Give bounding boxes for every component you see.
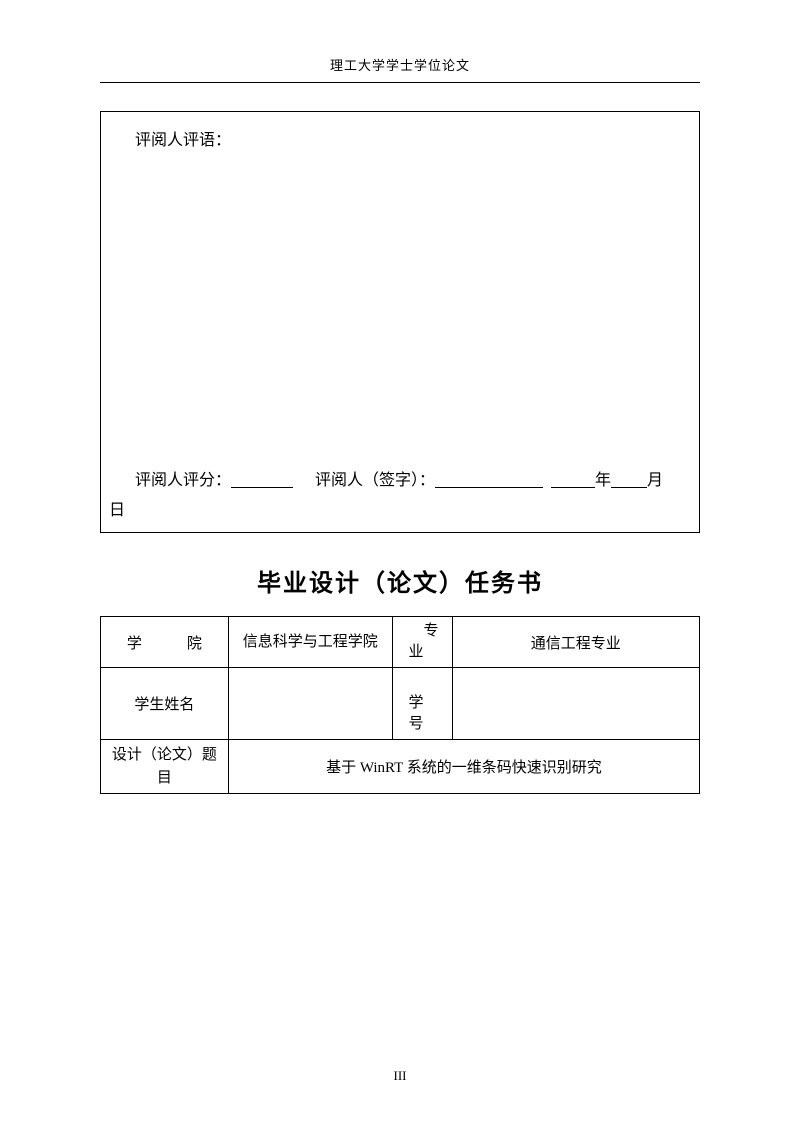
student-name-label: 学生姓名 [134,697,194,713]
sign-blank [435,487,543,488]
year-label: 年 [595,472,611,489]
major-label: 专业 [399,621,446,663]
table-row-college: 学 院 信息科学与工程学院 专业 通信工程专业 [101,617,700,668]
year-blank [551,487,595,488]
topic-label-cell: 设计（论文）题目 [101,740,229,794]
reviewer-footer: 评阅人评分： 评阅人（签字）： 年 月 日 [101,466,699,520]
header-divider [100,82,700,83]
college-value-cell: 信息科学与工程学院 [228,617,392,668]
reviewer-comments-box: 评阅人评语： 评阅人评分： 评阅人（签字）： 年 月 日 [100,111,700,533]
sign-label: 评阅人（签字）： [315,472,435,489]
page-number: III [0,1068,800,1084]
student-name-label-cell: 学生姓名 [101,668,229,740]
student-id-label: 学号 [399,672,446,735]
task-book-title: 毕业设计（论文）任务书 [100,563,700,598]
college-label-cell: 学 院 [101,617,229,668]
reviewer-comments-label: 评阅人评语： [101,122,699,150]
student-name-value-cell [228,668,392,740]
page-header-text: 理工大学学士学位论文 [100,55,700,82]
college-value: 信息科学与工程学院 [243,634,378,650]
day-label: 日 [101,496,699,520]
topic-value: 基于 WinRT 系统的一维条码快速识别研究 [326,760,602,776]
major-value-cell: 通信工程专业 [452,617,700,668]
table-row-student: 学生姓名 学号 [101,668,700,740]
month-label: 月 [647,472,663,489]
topic-label: 设计（论文）题目 [112,747,217,786]
college-label: 学 院 [127,636,202,652]
month-blank [611,487,647,488]
score-blank [231,487,293,488]
reviewer-signature-line: 评阅人评分： 评阅人（签字）： 年 月 [101,466,699,490]
table-row-topic: 设计（论文）题目 基于 WinRT 系统的一维条码快速识别研究 [101,740,700,794]
student-id-label-cell: 学号 [392,668,452,740]
info-table: 学 院 信息科学与工程学院 专业 通信工程专业 学生姓名 学号 设计（论文）题目 [100,616,700,794]
major-label-cell: 专业 [392,617,452,668]
score-label: 评阅人评分： [135,472,231,489]
student-id-value-cell [452,668,700,740]
major-value: 通信工程专业 [531,636,621,652]
topic-value-cell: 基于 WinRT 系统的一维条码快速识别研究 [228,740,699,794]
